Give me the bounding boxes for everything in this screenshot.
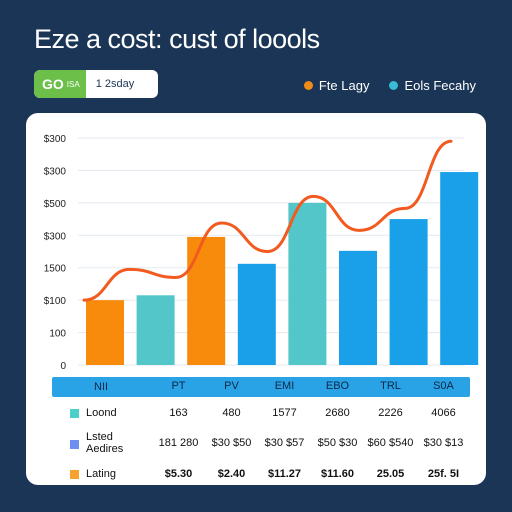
table-cell: 2680 [325,407,350,420]
table-header-cell-5: TRL [380,380,401,393]
legend-label-1: Eols Fecahy [404,78,476,93]
legend-swatch-1 [389,81,399,90]
date-filter-pill[interactable]: GO ISA 1 2sday [34,70,158,98]
legend-swatch-0 [303,81,313,90]
chart-title: Eze a cost: cust of loools [34,24,320,54]
table-header-cell-0: NII [94,381,109,393]
trend-line [82,139,453,302]
bar [136,295,175,365]
table-row: Lsted Aedires 181 280 $30 $50 $30 $57 $5… [52,427,470,461]
table-header-cell-6: S0A [433,380,454,393]
row-label: Lsted Aedires [86,431,124,455]
row-label-cell: Loond [52,408,152,420]
table-cell: $60 $540 [367,437,414,450]
table-cell: $50 $30 [317,437,358,450]
table-cell: 2226 [378,407,403,420]
table-row: Loond 163 480 1577 2680 2226 4066 [52,401,470,427]
table-cell: $30 $50 [211,437,252,450]
table-cell: 163 [169,407,188,420]
chart-panel: $300 $300 $500 $300 1500 $100 100 0 [26,113,486,485]
table-cell: $30 $57 [264,437,305,450]
table-header-cell-3: EMI [274,380,295,393]
table-cell: 480 [222,407,241,420]
row-label: Lating [86,468,116,481]
table-cell: $11.27 [267,468,302,481]
y-tick-label: $100 [44,296,67,307]
bar [187,236,226,365]
go-badge[interactable]: GO ISA [34,70,86,98]
table-header-row: NII PT PV EMI EBO TRL S0A [52,377,470,397]
y-tick-label: 100 [49,329,66,340]
go-label: GO [42,76,64,92]
table-cell: 25.05 [376,468,405,481]
y-tick-label: 0 [60,361,66,372]
legend: Fte Lagy Eols Fecahy [303,78,476,93]
go-sub-label: ISA [66,79,80,89]
bar [440,172,479,365]
y-tick-label: $300 [44,231,67,242]
legend-label-0: Fte Lagy [318,78,370,93]
table-row: Lating $5.30 $2.40 $11.27 $11.60 25.05 2… [52,461,470,489]
table-cell: $2.40 [217,468,246,481]
bar [237,263,276,365]
y-tick-label: $300 [44,134,67,145]
y-tick-label: $300 [44,166,67,177]
table-header-cell-2: PV [224,380,239,393]
table-cell: $30 $13 [423,437,464,450]
table-cell: $5.30 [164,468,193,481]
table-header-cell-4: EBO [325,380,350,393]
row-label-cell: Lsted Aedires [52,432,152,455]
table-cell: 25f. 5I [427,468,460,481]
chart-svg: $300 $300 $500 $300 1500 $100 100 0 [44,134,479,372]
y-tick-label: 1500 [44,264,67,275]
bar [339,250,377,365]
row-swatch [70,470,79,480]
legend-item-1: Eols Fecahy [389,78,476,93]
table-cell: 1577 [272,407,297,420]
row-swatch [70,409,79,419]
data-table: NII PT PV EMI EBO TRL S0A Loond 163 480 … [52,377,470,489]
table-cell: $11.60 [320,468,355,481]
table-cell: 4066 [431,407,456,420]
table-cell: 181 280 [158,437,199,450]
bar [86,300,124,365]
y-tick-label: $500 [44,199,67,210]
table-header-cell-1: PT [171,380,186,393]
legend-item-0: Fte Lagy [303,78,370,93]
bar [288,202,327,365]
row-label-cell: Lating [52,469,152,481]
date-label: 1 2sday [95,78,135,90]
row-swatch [70,439,79,449]
row-label: Loond [86,407,117,420]
bar [389,219,428,365]
